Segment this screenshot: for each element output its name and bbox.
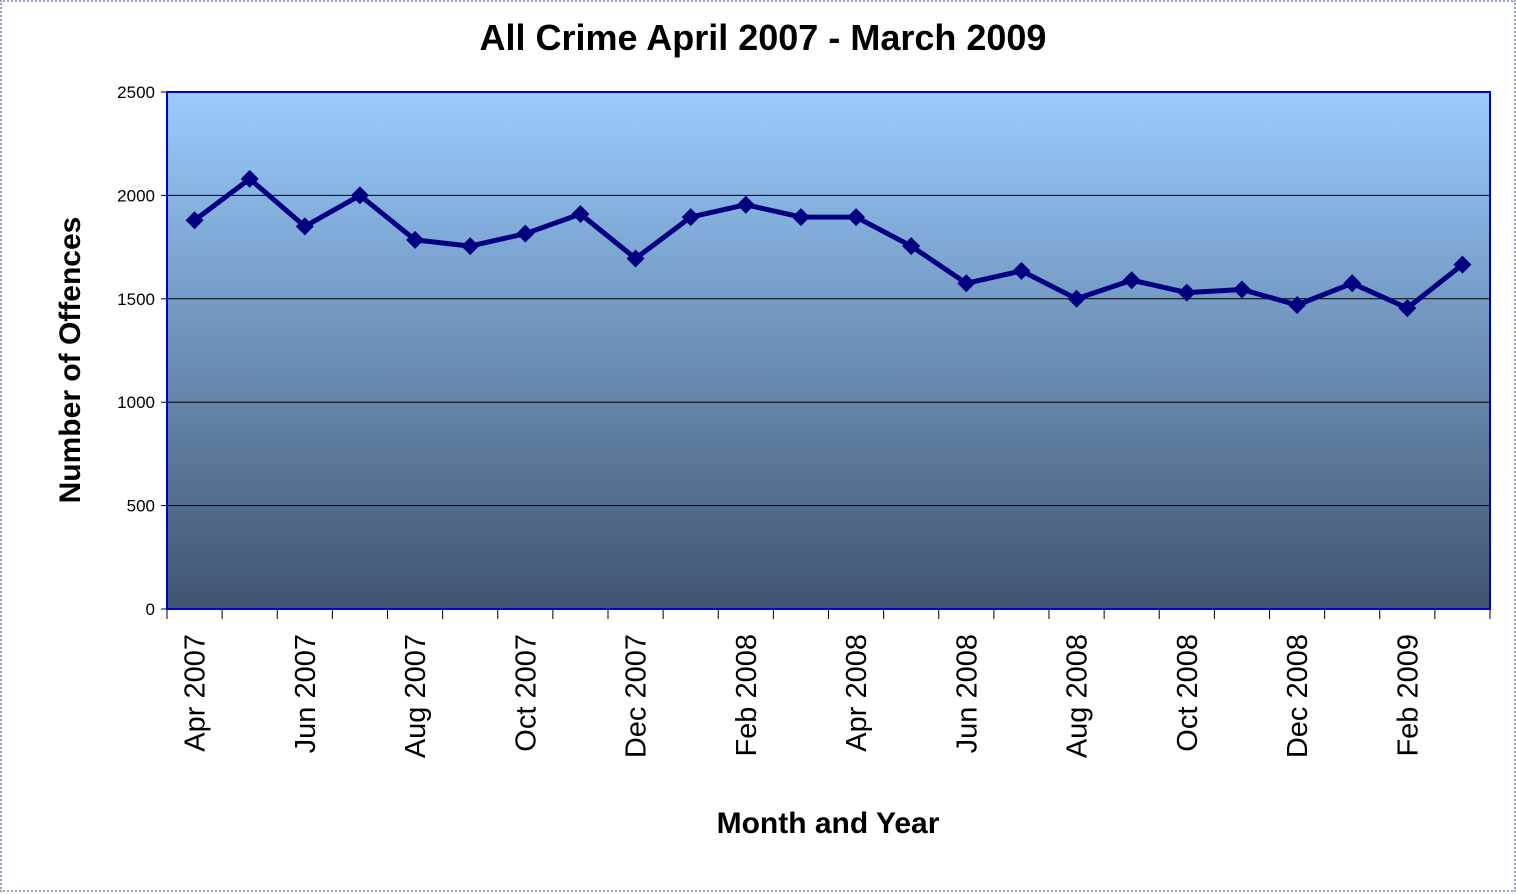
- x-tick-label: Apr 2008: [841, 634, 873, 752]
- y-tick-label: 2500: [117, 83, 155, 102]
- data-point: [240, 169, 259, 188]
- y-tick-label: 500: [127, 497, 155, 516]
- data-point: [406, 230, 425, 249]
- data-point: [1453, 255, 1472, 274]
- series-markers: [185, 169, 1472, 318]
- x-axis-ticks: Apr 2007 Jun 2007 Aug 2007 Oct 2007 Dec 2007…: [166, 608, 1491, 758]
- chart-title: All Crime April 2007 - March 2009: [480, 17, 1047, 58]
- x-tick-label: Dec 2007: [621, 634, 653, 758]
- data-point: [1067, 289, 1086, 308]
- data-point: [1232, 280, 1251, 299]
- data-point: [1012, 261, 1031, 280]
- y-tick-label: 1500: [117, 290, 155, 309]
- data-point: [736, 195, 755, 214]
- data-point: [185, 211, 204, 230]
- x-tick-label: Oct 2007: [510, 634, 542, 752]
- data-point: [1343, 274, 1362, 293]
- y-tick-label: 2000: [117, 186, 155, 205]
- plot-area: [167, 92, 1490, 609]
- series-line: [193, 176, 1464, 311]
- grid-lines: [167, 194, 1490, 507]
- data-point: [681, 208, 700, 227]
- y-tick-label: 1000: [117, 393, 155, 412]
- data-point: [1177, 283, 1196, 302]
- x-tick-label: Jun 2008: [951, 634, 983, 753]
- data-point: [957, 274, 976, 293]
- data-point: [847, 208, 866, 227]
- x-tick-label: Oct 2008: [1172, 634, 1204, 752]
- data-point: [350, 186, 369, 205]
- x-tick-label: Aug 2008: [1062, 634, 1094, 758]
- data-point: [791, 208, 810, 227]
- x-axis-title: Month and Year: [717, 807, 940, 840]
- x-tick-label: Feb 2008: [731, 634, 763, 757]
- data-point: [461, 237, 480, 256]
- y-axis-title: Number of Offences: [54, 217, 87, 504]
- x-tick-label: Aug 2007: [400, 634, 432, 758]
- y-axis-ticks: 0 500 1000 1500 2000 2500: [117, 83, 167, 619]
- data-point: [571, 205, 590, 224]
- data-point: [295, 217, 314, 236]
- x-tick-label: Jun 2007: [290, 634, 322, 753]
- x-tick-label: Apr 2007: [180, 634, 212, 752]
- x-tick-label: Feb 2009: [1392, 634, 1424, 757]
- data-point: [1398, 299, 1417, 318]
- x-tick-label: Dec 2008: [1282, 634, 1314, 758]
- data-point: [902, 237, 921, 256]
- y-tick-label: 0: [146, 600, 155, 619]
- data-point: [516, 224, 535, 243]
- plot-border: [166, 91, 1491, 610]
- data-point: [1122, 271, 1141, 290]
- data-point: [626, 249, 645, 268]
- data-point: [1288, 296, 1307, 315]
